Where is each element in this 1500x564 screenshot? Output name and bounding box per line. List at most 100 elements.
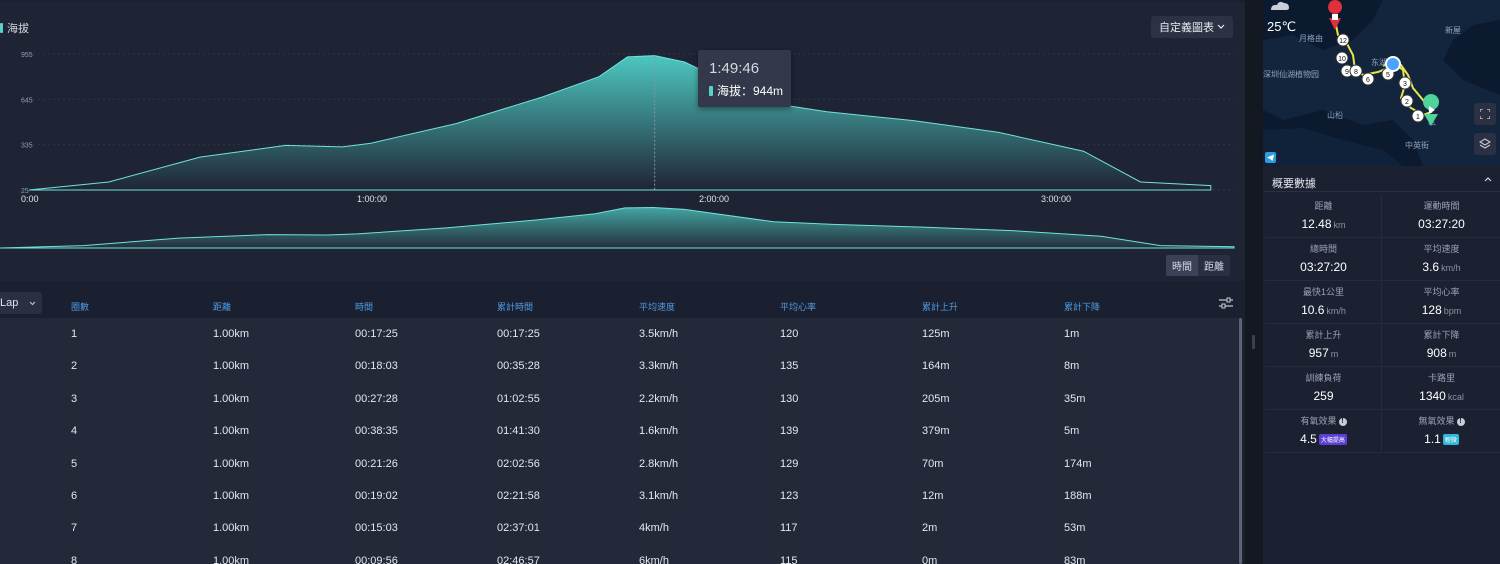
summary-label-text: 訓練負荷 (1305, 373, 1342, 383)
column-header[interactable]: 平均心率 (780, 302, 817, 312)
table-cell: 6km/h (639, 554, 669, 564)
x-tick-label: 3:00:00 (1041, 194, 1071, 204)
summary-cell: 平均速度 3.6 km/h (1383, 238, 1500, 281)
column-header[interactable]: 累計時間 (497, 302, 534, 312)
elevation-area (28, 55, 1212, 191)
axis-toggle: 時間 距離 (1166, 255, 1230, 276)
lap-select[interactable]: Lap (0, 292, 42, 314)
map-label: 新屋 (1445, 25, 1461, 35)
table-row[interactable]: 2 1.00km 00:18:03 00:35:28 3.3km/h 135 164m 8m (0, 350, 1238, 382)
summary-value: 3.6 km/h (1383, 260, 1500, 274)
left-panel: 955 645 335 25 0:00 1:00:00 2:00:00 3:00:00 海拔… (0, 2, 1245, 564)
info-icon[interactable]: ! (1338, 417, 1347, 426)
summary-value-number: 1.1 (1424, 432, 1441, 446)
table-cell: 01:02:55 (497, 392, 540, 405)
table-cell: 8m (1064, 360, 1080, 373)
telegram-icon[interactable] (1265, 152, 1276, 163)
scrollbar-thumb[interactable] (1239, 318, 1242, 564)
lap-marker[interactable]: 10 (1335, 51, 1349, 65)
summary-value: 1.1 輕微 (1383, 432, 1500, 446)
lap-marker[interactable]: 12 (1336, 33, 1350, 47)
table-row[interactable]: 1 1.00km 00:17:25 00:17:25 3.5km/h 120 125m 1m (0, 318, 1238, 350)
y-tick-label: 645 (21, 97, 33, 104)
lap-marker-number: 8 (1354, 69, 1358, 76)
lap-marker-number: 3 (1403, 81, 1407, 88)
layers-button[interactable] (1474, 133, 1496, 155)
table-cell: 5 (71, 457, 78, 470)
lap-marker[interactable]: 1 (1411, 109, 1425, 123)
summary-value: 957 m (1265, 346, 1382, 360)
lap-marker[interactable]: 3 (1398, 76, 1412, 90)
table-cell: 139 (780, 425, 799, 438)
summary-cell: 累計上升 957 m (1265, 324, 1382, 367)
column-header[interactable]: 平均速度 (639, 302, 676, 312)
panel-divider[interactable] (1245, 0, 1263, 564)
table-cell: 00:19:02 (355, 490, 398, 502)
elevation-chart[interactable]: 955 645 335 25 0:00 1:00:00 2:00:00 3:00:00 (0, 2, 1245, 281)
summary-label: 運動時間 (1383, 199, 1500, 212)
fullscreen-button[interactable] (1474, 103, 1496, 125)
column-header[interactable]: 累計下降 (1064, 302, 1101, 312)
info-icon[interactable]: ! (1456, 417, 1465, 426)
cloud-icon (1271, 1, 1289, 10)
table-cell: 123 (780, 490, 799, 502)
lap-marker[interactable]: 6 (1361, 72, 1375, 86)
table-row[interactable]: 5 1.00km 00:21:26 02:02:56 2.8km/h 129 70m 174m (0, 448, 1238, 480)
toggle-distance[interactable]: 距離 (1204, 262, 1224, 273)
summary-unit: m (1330, 349, 1339, 359)
table-scrollbar[interactable] (1238, 318, 1243, 564)
overview-brush-area[interactable] (0, 206, 1235, 249)
table-cell: 35m (1064, 392, 1086, 405)
table-row[interactable]: 3 1.00km 00:27:28 01:02:55 2.2km/h 130 205m 35m (0, 383, 1238, 415)
summary-label: 無氧效果! (1383, 414, 1500, 427)
summary-header[interactable]: 概要數據 (1263, 170, 1500, 192)
custom-chart-button[interactable]: 自定義圖表 (1151, 16, 1233, 38)
table-row[interactable]: 4 1.00km 00:38:35 01:41:30 1.6km/h 139 379m 5m (0, 415, 1238, 447)
table-cell: 135 (780, 360, 799, 373)
column-header[interactable]: 距離 (213, 302, 232, 312)
map-label: 山柗 (1327, 110, 1343, 120)
summary-title: 概要數據 (1272, 178, 1316, 190)
table-cell: 00:18:03 (355, 360, 398, 373)
effect-badge: 輕微 (1442, 434, 1459, 446)
summary-value: 259 (1265, 389, 1382, 403)
table-cell: 8 (71, 554, 78, 564)
x-tick-label: 1:00:00 (357, 194, 387, 204)
chevron-up-icon[interactable] (1483, 174, 1493, 184)
table-cell: 117 (780, 522, 798, 535)
table-row[interactable]: 6 1.00km 00:19:02 02:21:58 3.1km/h 123 12m 188m (0, 480, 1238, 512)
column-header[interactable]: 圈數 (71, 302, 90, 312)
chart-legend[interactable]: 海拔 (0, 20, 29, 36)
table-cell: 174m (1064, 457, 1092, 470)
table-cell: 188m (1064, 490, 1092, 502)
lap-marker-number: 6 (1366, 77, 1370, 84)
summary-label: 累計上升 (1265, 328, 1382, 341)
table-row[interactable]: 7 1.00km 00:15:03 02:37:01 4km/h 117 2m 53m (0, 512, 1238, 544)
summary-cell: 運動時間 03:27:20 (1383, 195, 1500, 238)
summary-label: 有氧效果! (1265, 414, 1382, 427)
column-settings-icon[interactable] (1219, 297, 1233, 309)
summary-cell: 卡路里 1340 kcal (1383, 367, 1500, 410)
tooltip-swatch (709, 85, 713, 96)
laps-table-header: 圈數 距離 時間 累計時間 平均速度 平均心率 累計上升 累計下降 (0, 293, 1245, 317)
summary-cell: 累計下降 908 m (1383, 324, 1500, 367)
column-header[interactable]: 時間 (355, 302, 374, 312)
x-tick-label: 2:00:00 (699, 194, 729, 204)
lap-marker[interactable]: 2 (1400, 94, 1414, 108)
summary-value-number: 3.6 (1422, 260, 1440, 274)
toggle-time[interactable]: 時間 (1166, 255, 1198, 276)
summary-cell: 最快1公里 10.6 km/h (1265, 281, 1382, 324)
resize-handle[interactable] (1252, 335, 1255, 349)
table-cell: 2m (922, 522, 938, 535)
y-tick-label: 955 (21, 52, 33, 59)
chevron-down-icon (1217, 24, 1225, 29)
column-header[interactable]: 累計上升 (922, 302, 959, 312)
table-cell: 120 (780, 328, 799, 340)
table-row[interactable]: 8 1.00km 00:09:56 02:46:57 6km/h 115 0m 83m (0, 545, 1238, 564)
table-cell: 00:09:56 (355, 554, 398, 564)
lap-marker[interactable]: 8 (1349, 64, 1363, 78)
summary-label-text: 累計上升 (1305, 330, 1342, 340)
legend-swatch (0, 23, 3, 33)
